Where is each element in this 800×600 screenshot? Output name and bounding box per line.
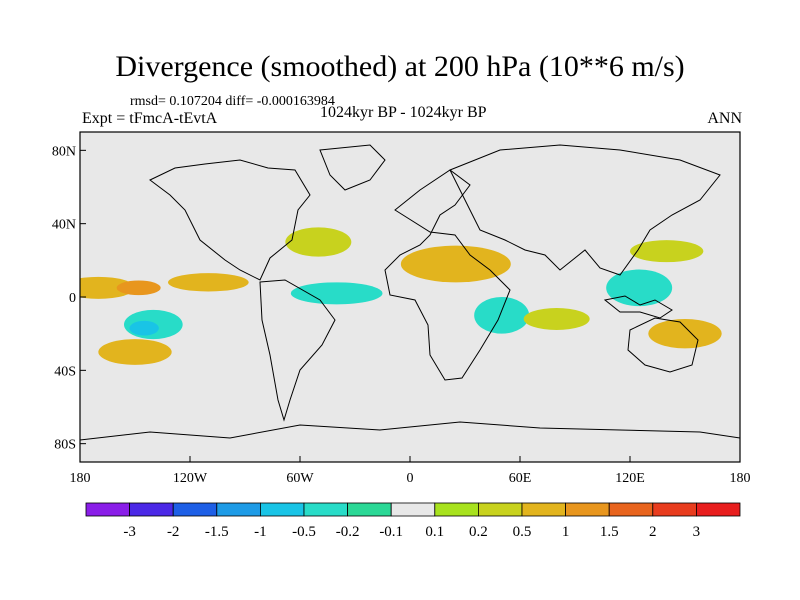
region-south-pacific-yellow — [98, 339, 172, 365]
region-central-africa-blue — [474, 297, 530, 334]
colorbar: -3 -2 -1.5 -1 -0.5 -0.2 -0.1 0.1 0.2 0.5 1 1.5 2 3 — [85, 502, 741, 540]
colorbar-label: -1.5 — [205, 524, 229, 540]
axes: 180 120W 60W 0 60E 120E 180 80N 40N 0 40S 80S — [52, 144, 751, 486]
colorbar-label: 0.5 — [513, 524, 532, 540]
coast-australia — [627, 317, 699, 373]
colorbar-label: 0.2 — [469, 524, 488, 540]
region-north-pacific-green — [630, 240, 704, 263]
region-north-atlantic-green — [285, 227, 352, 257]
region-south-pacific-core — [129, 320, 159, 336]
colorbar-label: -0.1 — [379, 524, 403, 540]
coast-asia — [449, 144, 721, 276]
colorbar-swatch — [565, 502, 610, 517]
y-tick-label: 80S — [54, 438, 76, 453]
colorbar-label: 1 — [562, 524, 570, 540]
x-tick-label: 0 — [407, 471, 414, 486]
season-label: ANN — [707, 110, 742, 127]
region-east-pacific-north — [168, 273, 249, 292]
x-tick-label: 60E — [509, 471, 532, 486]
colorbar-swatch — [696, 502, 741, 517]
region-tropical-pacific-band — [80, 276, 135, 299]
period-label: 1024kyr BP - 1024kyr BP — [320, 104, 487, 121]
colorbar-swatch — [347, 502, 392, 517]
contour-fill-layer — [80, 227, 722, 365]
y-tick-label: 40N — [52, 218, 76, 233]
colorbar-swatch — [172, 502, 218, 517]
colorbar-label: 1.5 — [600, 524, 619, 540]
y-tick-label: 40S — [54, 364, 76, 379]
colorbar-swatch — [259, 502, 305, 517]
colorbar-swatch — [608, 502, 654, 517]
coast-north-america — [149, 159, 311, 281]
coast-europe-africa — [384, 169, 511, 381]
colorbar-swatch — [216, 502, 261, 517]
colorbar-label: 0.1 — [425, 524, 444, 540]
colorbar-swatch — [652, 502, 697, 517]
colorbar-label: -2 — [167, 524, 180, 540]
colorbar-swatch — [521, 502, 566, 517]
colorbar-swatch — [85, 502, 130, 517]
colorbar-swatch — [303, 502, 348, 517]
coast-maritime-continent — [603, 295, 673, 319]
region-south-pacific-yellow-east — [648, 319, 722, 349]
y-tick-label: 80N — [52, 144, 76, 159]
x-tick-label: 120W — [173, 471, 208, 486]
colorbar-swatch — [129, 502, 174, 517]
colorbar-swatch — [390, 502, 436, 517]
coast-greenland — [319, 144, 386, 191]
x-tick-label: 180 — [70, 471, 91, 486]
chart-title: Divergence (smoothed) at 200 hPa (10**6 … — [115, 50, 685, 83]
colorbar-label: -3 — [123, 524, 136, 540]
colorbar-label: -0.5 — [292, 524, 316, 540]
stats-line: rmsd= 0.107204 diff= -0.000163984 — [130, 94, 335, 109]
colorbar-swatch — [477, 502, 523, 517]
region-central-pacific-core — [116, 280, 161, 296]
colorbar-label: -0.2 — [336, 524, 360, 540]
region-tropical-atlantic — [290, 282, 383, 305]
colorbar-label: 3 — [693, 524, 701, 540]
x-tick-label: 180 — [730, 471, 751, 486]
y-tick-label: 0 — [69, 291, 76, 306]
region-africa-asia-yellow — [400, 245, 511, 283]
coast-south-america — [259, 279, 336, 422]
region-warm-pool-blue — [606, 269, 673, 307]
region-indian-ocean-green — [523, 308, 590, 330]
coastlines — [80, 144, 740, 441]
coast-antarctica — [80, 421, 740, 441]
x-tick-label: 120E — [615, 471, 645, 486]
colorbar-swatch — [434, 502, 479, 517]
colorbar-label: 2 — [649, 524, 657, 540]
x-tick-label: 60W — [286, 471, 314, 486]
experiment-label: Expt = tFmcA-tEvtA — [82, 110, 218, 127]
colorbar-label: -1 — [254, 524, 267, 540]
